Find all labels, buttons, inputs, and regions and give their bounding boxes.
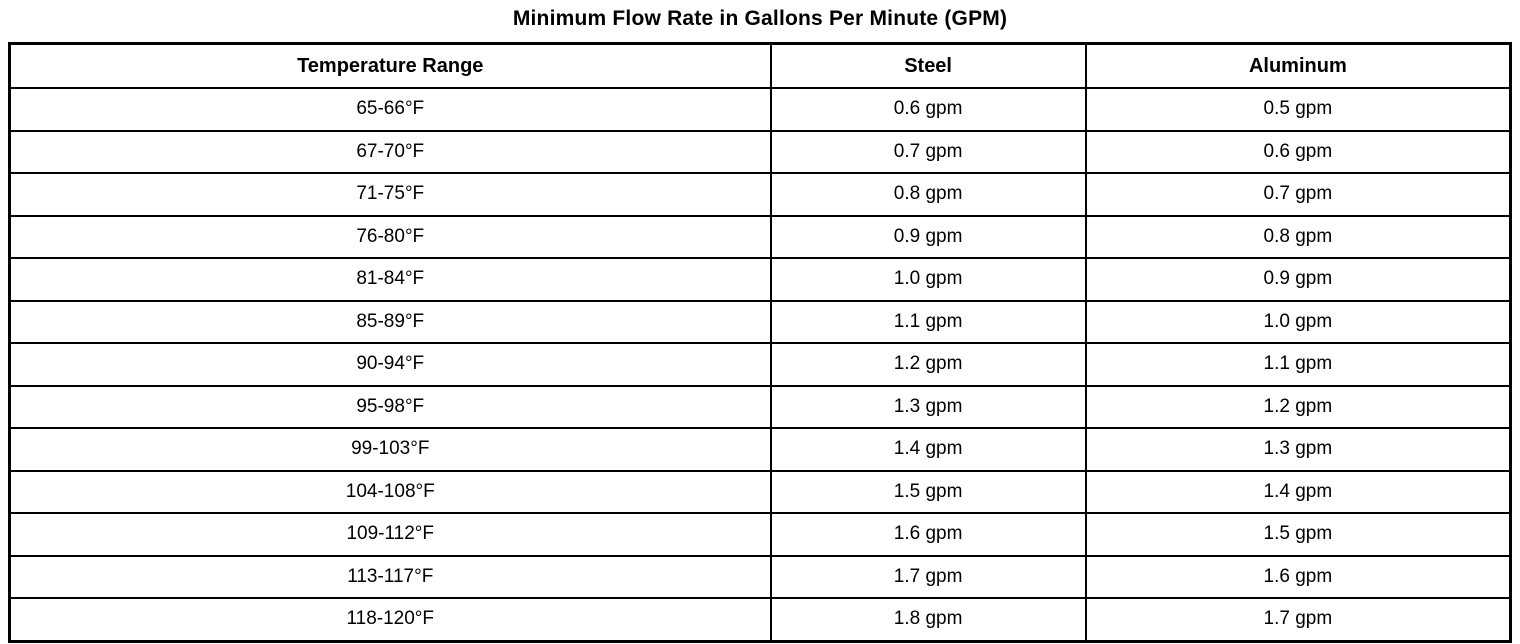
steel-cell: 1.4 gpm bbox=[769, 427, 1087, 472]
header-cell-steel: Steel bbox=[769, 42, 1087, 89]
temp-range-cell: 99-103°F bbox=[8, 427, 772, 472]
page-title: Minimum Flow Rate in Gallons Per Minute … bbox=[512, 7, 1008, 30]
steel-cell: 1.3 gpm bbox=[769, 384, 1087, 429]
temp-range-cell: 67-70°F bbox=[8, 129, 772, 174]
table-row: 67-70°F 0.7 gpm 0.6 gpm bbox=[8, 129, 1512, 174]
table-row: 99-103°F 1.4 gpm 1.3 gpm bbox=[8, 427, 1512, 472]
temp-range-cell: 104-108°F bbox=[8, 469, 772, 514]
aluminum-cell: 1.6 gpm bbox=[1084, 554, 1512, 599]
aluminum-cell: 0.7 gpm bbox=[1084, 172, 1512, 217]
temp-range-cell: 65-66°F bbox=[8, 87, 772, 132]
temp-range-cell: 85-89°F bbox=[8, 299, 772, 344]
table-row: 118-120°F 1.8 gpm 1.7 gpm bbox=[8, 597, 1512, 642]
table-row: 90-94°F 1.2 gpm 1.1 gpm bbox=[8, 342, 1512, 387]
table-row: 71-75°F 0.8 gpm 0.7 gpm bbox=[8, 172, 1512, 217]
aluminum-cell: 1.7 gpm bbox=[1084, 597, 1512, 642]
temp-range-cell: 90-94°F bbox=[8, 342, 772, 387]
table-row: 109-112°F 1.6 gpm 1.5 gpm bbox=[8, 512, 1512, 557]
aluminum-cell: 0.9 gpm bbox=[1084, 257, 1512, 302]
aluminum-cell: 1.4 gpm bbox=[1084, 469, 1512, 514]
table-row: 85-89°F 1.1 gpm 1.0 gpm bbox=[8, 299, 1512, 344]
header-cell-aluminum: Aluminum bbox=[1084, 42, 1512, 89]
header-row: Temperature Range Steel Aluminum bbox=[8, 42, 1512, 89]
aluminum-cell: 0.5 gpm bbox=[1084, 87, 1512, 132]
steel-cell: 1.5 gpm bbox=[769, 469, 1087, 514]
temp-range-cell: 71-75°F bbox=[8, 172, 772, 217]
aluminum-cell: 1.5 gpm bbox=[1084, 512, 1512, 557]
steel-cell: 1.8 gpm bbox=[769, 597, 1087, 642]
aluminum-cell: 1.1 gpm bbox=[1084, 342, 1512, 387]
aluminum-cell: 1.3 gpm bbox=[1084, 427, 1512, 472]
steel-cell: 1.7 gpm bbox=[769, 554, 1087, 599]
steel-cell: 1.1 gpm bbox=[769, 299, 1087, 344]
table-row: 95-98°F 1.3 gpm 1.2 gpm bbox=[8, 384, 1512, 429]
aluminum-cell: 0.8 gpm bbox=[1084, 214, 1512, 259]
steel-cell: 1.6 gpm bbox=[769, 512, 1087, 557]
table-row: 81-84°F 1.0 gpm 0.9 gpm bbox=[8, 257, 1512, 302]
temp-range-cell: 81-84°F bbox=[8, 257, 772, 302]
table-row: 104-108°F 1.5 gpm 1.4 gpm bbox=[8, 469, 1512, 514]
flow-rate-table: Temperature Range Steel Aluminum 65-66°F… bbox=[8, 42, 1512, 643]
header-cell-temperature-range: Temperature Range bbox=[8, 42, 772, 89]
steel-cell: 0.6 gpm bbox=[769, 87, 1087, 132]
steel-cell: 1.2 gpm bbox=[769, 342, 1087, 387]
aluminum-cell: 1.0 gpm bbox=[1084, 299, 1512, 344]
aluminum-cell: 1.2 gpm bbox=[1084, 384, 1512, 429]
steel-cell: 1.0 gpm bbox=[769, 257, 1087, 302]
steel-cell: 0.8 gpm bbox=[769, 172, 1087, 217]
temp-range-cell: 113-117°F bbox=[8, 554, 772, 599]
table-row: 113-117°F 1.7 gpm 1.6 gpm bbox=[8, 554, 1512, 599]
steel-cell: 0.9 gpm bbox=[769, 214, 1087, 259]
temp-range-cell: 95-98°F bbox=[8, 384, 772, 429]
aluminum-cell: 0.6 gpm bbox=[1084, 129, 1512, 174]
temp-range-cell: 109-112°F bbox=[8, 512, 772, 557]
steel-cell: 0.7 gpm bbox=[769, 129, 1087, 174]
table-row: 65-66°F 0.6 gpm 0.5 gpm bbox=[8, 87, 1512, 132]
temp-range-cell: 118-120°F bbox=[8, 597, 772, 642]
table-row: 76-80°F 0.9 gpm 0.8 gpm bbox=[8, 214, 1512, 259]
temp-range-cell: 76-80°F bbox=[8, 214, 772, 259]
